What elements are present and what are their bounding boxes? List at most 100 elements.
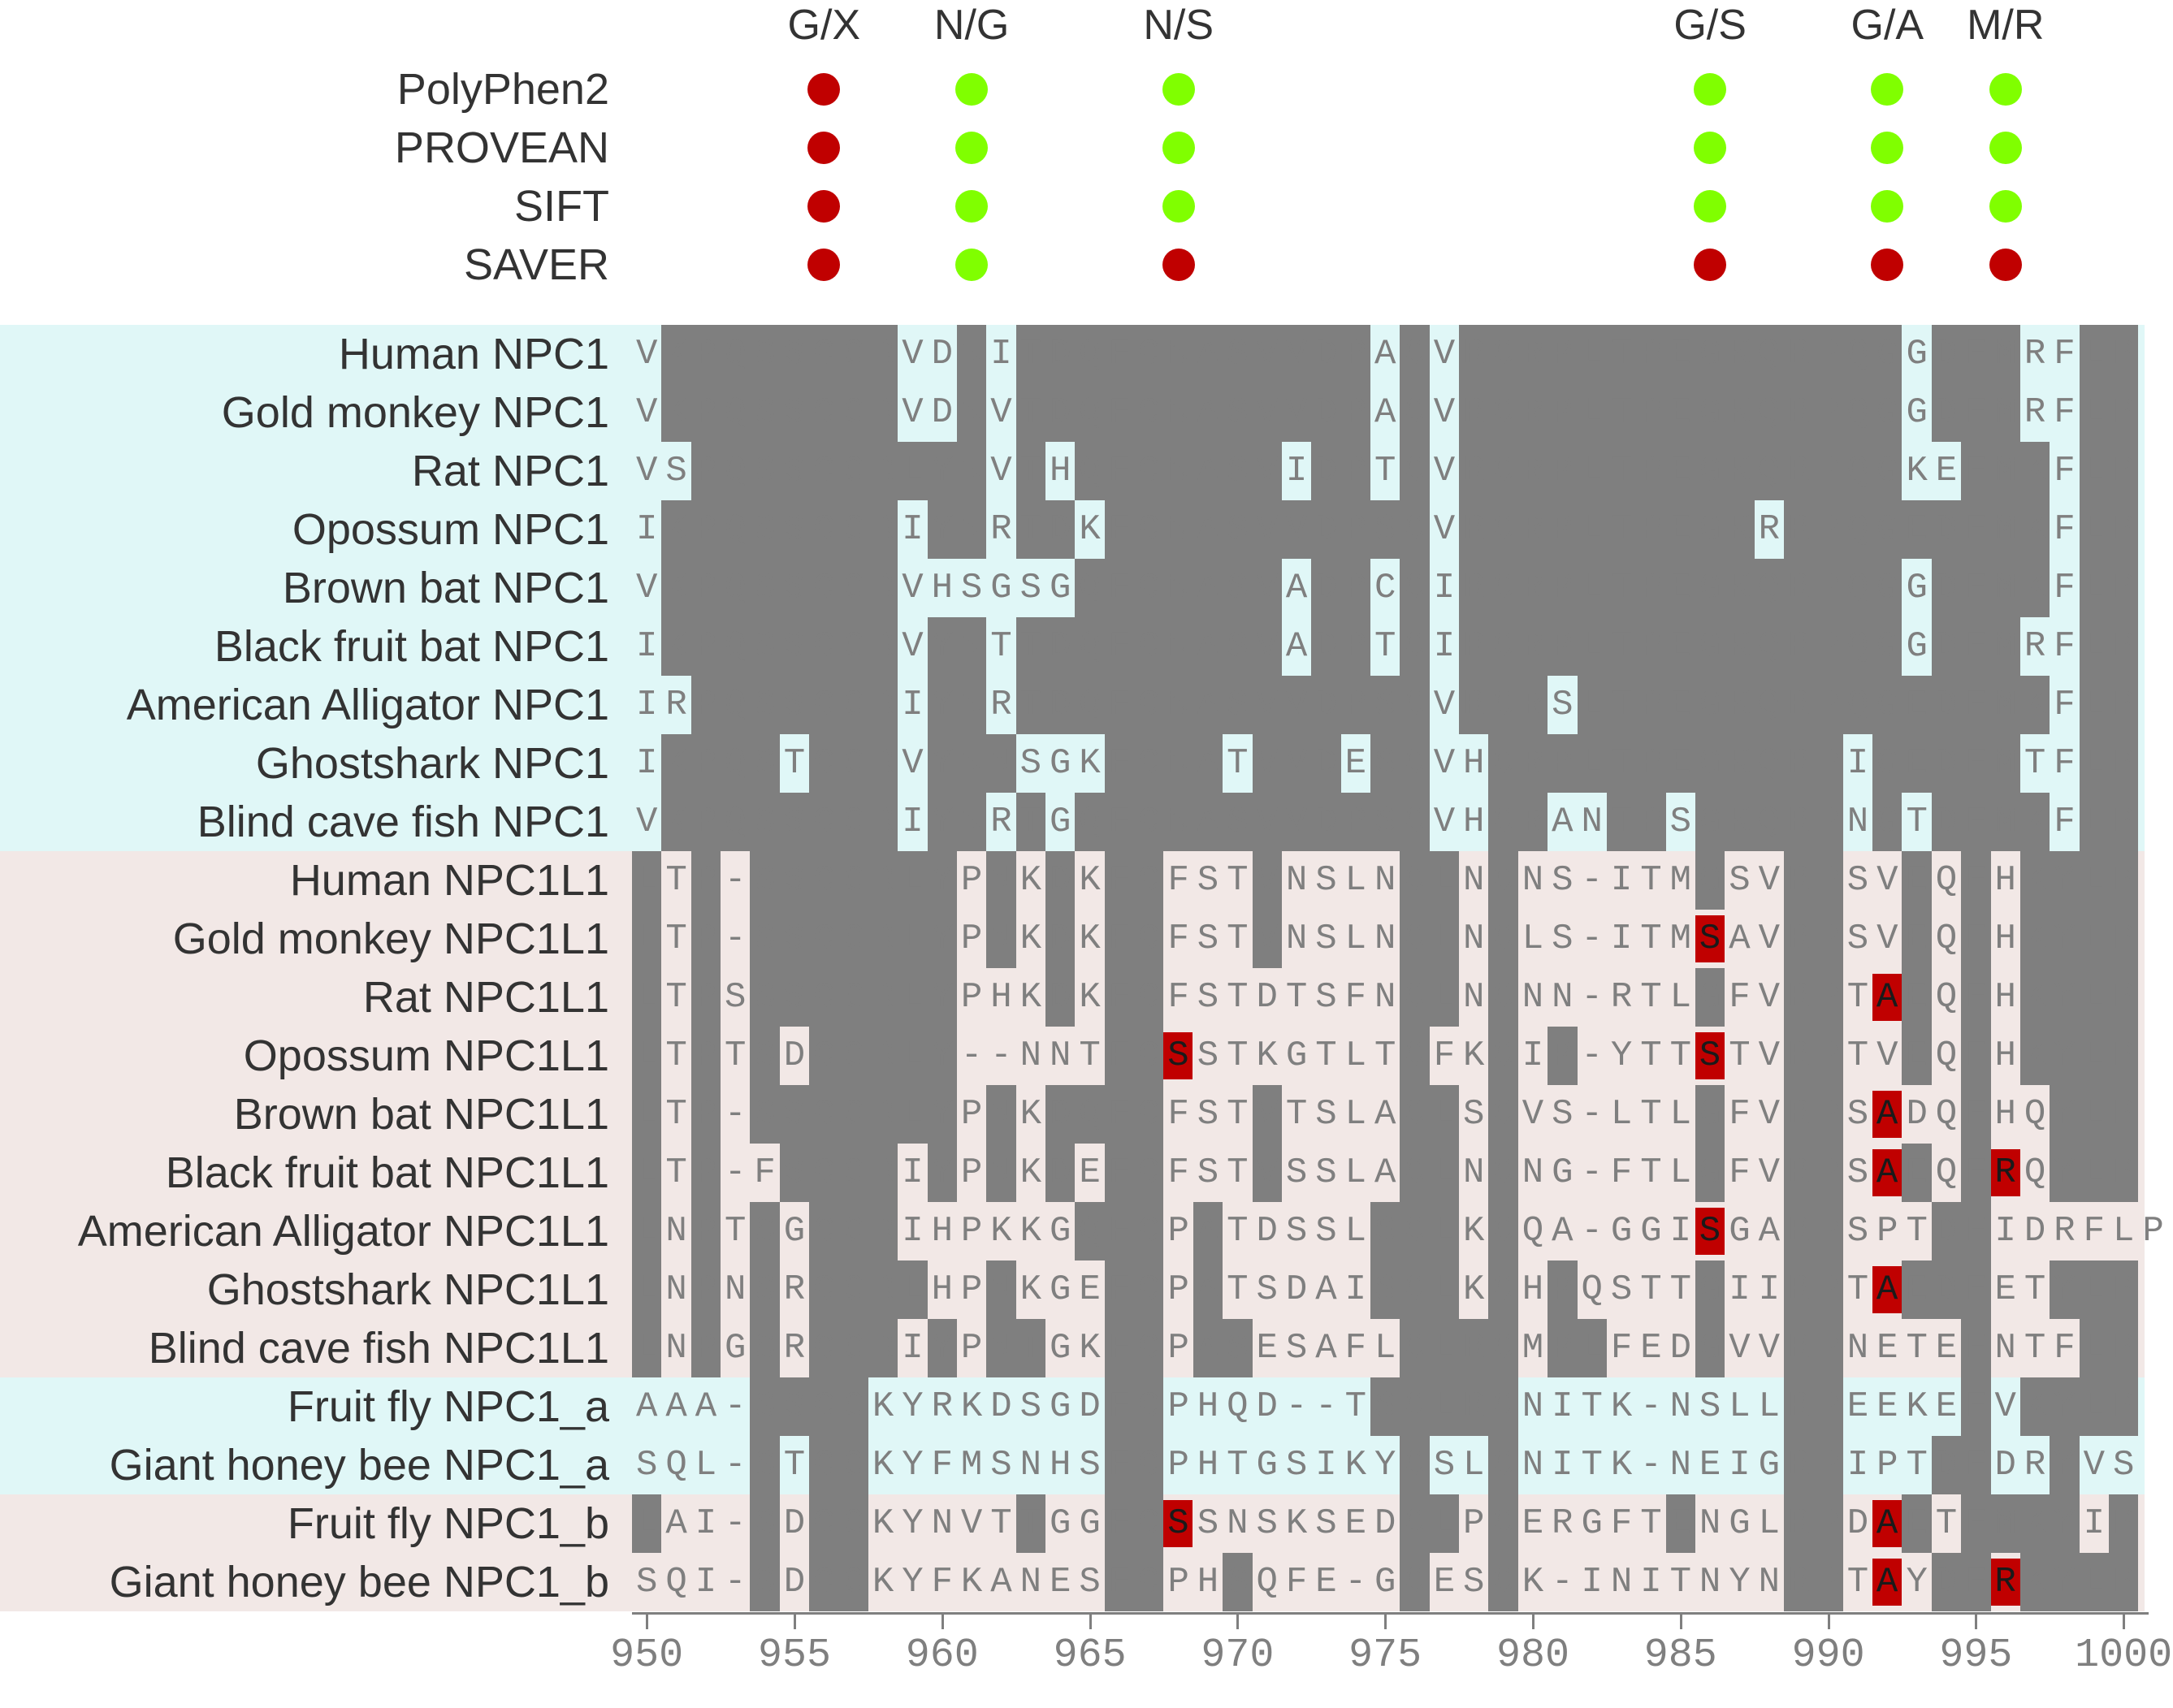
- conserved-cell: [779, 325, 810, 383]
- residue: K: [1079, 860, 1101, 901]
- conserved-cell: [868, 383, 898, 442]
- conserved-cell: [1134, 559, 1164, 617]
- residue: F: [1965, 977, 1987, 1018]
- residue: V: [1256, 451, 1278, 491]
- residue: P: [2112, 977, 2135, 1018]
- residue: P: [1344, 392, 1366, 433]
- residue: F: [1965, 1328, 1987, 1369]
- residue: T: [1640, 860, 1662, 901]
- residue: R: [1788, 1328, 1810, 1369]
- residue: Q: [2024, 1094, 2046, 1135]
- residue: D: [1050, 626, 1071, 667]
- residue: A: [1315, 1328, 1337, 1369]
- residue: L: [1581, 626, 1603, 667]
- residue: D: [1935, 743, 1958, 784]
- residue: T: [1906, 802, 1928, 842]
- residue: -: [725, 860, 747, 901]
- residue: I: [1552, 1445, 1573, 1485]
- residue: T: [1344, 1386, 1366, 1427]
- residue: V: [1256, 743, 1278, 784]
- residue: Q: [1079, 626, 1101, 667]
- residue: K: [872, 1445, 894, 1485]
- residue: F: [1108, 1386, 1131, 1427]
- residue: P: [695, 1269, 717, 1310]
- residue: P: [695, 451, 717, 491]
- conserved-cell: [1252, 559, 1282, 617]
- conserved-cell: [779, 442, 810, 500]
- axis-tick: [793, 1615, 796, 1629]
- conserved-cell: [721, 500, 751, 559]
- residue: L: [1610, 1094, 1633, 1135]
- residue: R: [1788, 860, 1810, 901]
- residue: S: [1846, 1211, 1869, 1252]
- residue: P: [960, 860, 983, 901]
- residue: K: [1019, 1094, 1042, 1135]
- residue: C: [1138, 743, 1160, 784]
- residue: C: [813, 685, 835, 725]
- conserved-cell: [1990, 325, 2020, 383]
- conserved-cell: [779, 383, 810, 442]
- residue: C: [842, 1503, 864, 1544]
- conserved-cell: [1223, 383, 1253, 442]
- residue: R: [872, 1211, 894, 1252]
- residue: F: [1108, 1036, 1131, 1076]
- conserved-cell: [1961, 383, 1991, 442]
- residue: D: [1669, 1328, 1691, 1369]
- residue: Y: [931, 1328, 953, 1369]
- residue: V: [635, 802, 658, 842]
- residue: S: [754, 860, 776, 901]
- residue: P: [2112, 1094, 2135, 1135]
- conserved-cell: [2019, 500, 2050, 559]
- residue: D: [1994, 1445, 2016, 1485]
- residue: F: [1965, 451, 1987, 491]
- residue: V: [1758, 1036, 1781, 1076]
- conserved-cell: [956, 325, 987, 383]
- residue: Y: [931, 919, 953, 959]
- conserved-cell: [1606, 500, 1637, 559]
- conserved-cell: [1459, 442, 1489, 500]
- residue: R: [872, 860, 894, 901]
- residue: P: [1344, 451, 1366, 491]
- residue: M: [1994, 802, 2016, 842]
- residue: C: [1492, 685, 1514, 725]
- residue: Q: [1846, 509, 1869, 550]
- conserved-cell: [898, 442, 928, 500]
- residue: Q: [725, 451, 747, 491]
- residue: P: [960, 1211, 983, 1252]
- residue: L: [902, 977, 924, 1018]
- residue: N: [960, 334, 983, 374]
- residue: K: [2024, 977, 2046, 1018]
- residue: C: [813, 743, 835, 784]
- residue: L: [635, 1328, 658, 1369]
- residue: C: [1492, 1211, 1514, 1252]
- mutation-highlight: R: [1990, 1149, 2020, 1196]
- residue: C: [813, 451, 835, 491]
- residue: V: [1758, 1152, 1781, 1193]
- conserved-cell: [779, 559, 810, 617]
- residue: T: [725, 1036, 747, 1076]
- residue: R: [1788, 334, 1810, 374]
- residue: V: [902, 392, 924, 433]
- residue: L: [635, 977, 658, 1018]
- residue: V: [1758, 977, 1781, 1018]
- residue: T: [1227, 1036, 1249, 1076]
- residue: N: [1994, 1328, 2016, 1369]
- residue: L: [1669, 977, 1691, 1018]
- residue: F: [1729, 977, 1751, 1018]
- residue: D: [1935, 392, 1958, 433]
- residue: R: [1788, 626, 1810, 667]
- residue: H: [1197, 1562, 1219, 1602]
- residue: K: [1463, 1036, 1485, 1076]
- residue: S: [1552, 685, 1573, 725]
- axis-tick-label: 1000: [2075, 1632, 2173, 1679]
- residue: G: [1876, 626, 1898, 667]
- residue: C: [1492, 802, 1514, 842]
- conserved-cell: [1104, 442, 1135, 500]
- residue: P: [2112, 568, 2135, 608]
- residue: V: [1522, 1094, 1544, 1135]
- conserved-cell: [2109, 442, 2139, 500]
- residue: D: [783, 1036, 806, 1076]
- residue: V: [1256, 392, 1278, 433]
- residue: Q: [725, 743, 747, 784]
